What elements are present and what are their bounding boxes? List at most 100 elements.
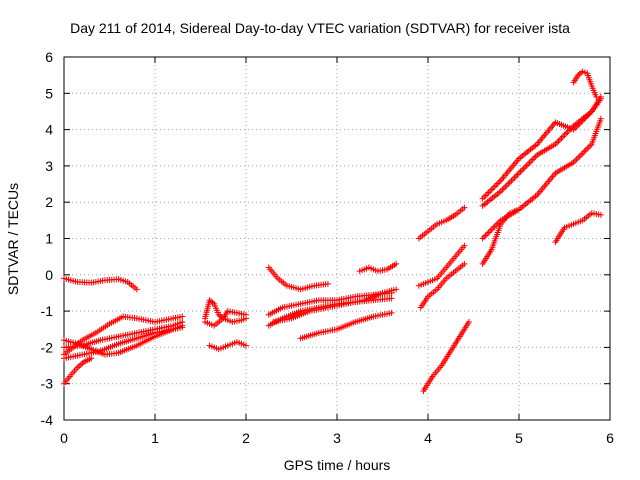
- data-point: [479, 195, 486, 202]
- data-point: [484, 191, 491, 198]
- x-tick-label: 6: [606, 430, 614, 446]
- data-series: [206, 338, 249, 353]
- data-point: [526, 159, 533, 166]
- data-series: [420, 318, 472, 394]
- data-point: [572, 157, 579, 164]
- data-point: [532, 153, 539, 160]
- data-series: [61, 355, 95, 387]
- y-tick-label: 2: [45, 194, 53, 210]
- x-tick-label: 3: [333, 430, 341, 446]
- data-point: [512, 173, 519, 180]
- data-point: [499, 186, 506, 193]
- data-point: [597, 211, 604, 218]
- data-series: [270, 286, 400, 325]
- data-point: [490, 184, 497, 191]
- data-series: [479, 206, 522, 267]
- data-point: [514, 171, 521, 178]
- data-point: [482, 192, 489, 199]
- data-points: [61, 68, 604, 394]
- y-tick-label: -3: [41, 376, 54, 392]
- data-point: [522, 164, 529, 171]
- y-tick-label: -4: [41, 412, 54, 428]
- data-point: [584, 145, 591, 152]
- data-point: [523, 162, 530, 169]
- data-point: [531, 155, 538, 162]
- data-point: [484, 230, 491, 237]
- data-point: [488, 186, 495, 193]
- data-point: [503, 182, 510, 189]
- data-point: [556, 136, 563, 143]
- data-point: [573, 156, 580, 163]
- data-point: [485, 229, 492, 236]
- data-series: [297, 309, 395, 342]
- data-point: [581, 148, 588, 155]
- data-point: [76, 363, 83, 370]
- data-series: [202, 315, 249, 329]
- data-point: [500, 185, 507, 192]
- data-point: [77, 361, 84, 368]
- data-point: [529, 156, 536, 163]
- data-point: [582, 147, 589, 154]
- data-point: [553, 139, 560, 146]
- data-point: [179, 313, 186, 320]
- data-point: [133, 286, 140, 293]
- data-point: [494, 180, 501, 187]
- x-tick-label: 4: [424, 430, 432, 446]
- data-point: [479, 235, 486, 242]
- data-point: [508, 177, 515, 184]
- data-point: [597, 115, 604, 122]
- data-series: [265, 264, 331, 293]
- data-point: [388, 309, 395, 316]
- data-point: [509, 176, 516, 183]
- data-point: [491, 183, 498, 190]
- data-point: [578, 151, 585, 158]
- x-tick-label: 0: [60, 430, 68, 446]
- grid: [64, 57, 610, 420]
- chart-title: Day 211 of 2014, Sidereal Day-to-day VTE…: [70, 20, 570, 36]
- data-point: [555, 138, 562, 145]
- data-point: [502, 183, 509, 190]
- data-series: [479, 93, 604, 209]
- data-series: [202, 297, 249, 322]
- data-point: [393, 286, 400, 293]
- data-point: [481, 233, 488, 240]
- data-point: [487, 188, 494, 195]
- data-point: [481, 194, 488, 201]
- data-point: [496, 178, 503, 185]
- y-tick-label: 3: [45, 158, 53, 174]
- data-point: [88, 355, 95, 362]
- axis-ticks: 0 1 2 3 4 5 6 -4 -3 -2 -1 0 1 2 3 4 5 6: [41, 49, 615, 446]
- data-point: [490, 224, 497, 231]
- data-point: [324, 280, 331, 287]
- data-point: [517, 168, 524, 175]
- data-point: [519, 167, 526, 174]
- data-point: [482, 232, 489, 239]
- data-point: [511, 174, 518, 181]
- data-point: [487, 227, 494, 234]
- y-tick-label: -2: [41, 339, 54, 355]
- x-tick-label: 1: [151, 430, 159, 446]
- data-point: [563, 130, 570, 137]
- data-point: [593, 93, 600, 100]
- data-point: [461, 204, 468, 211]
- data-series: [570, 68, 600, 100]
- data-point: [575, 154, 582, 161]
- y-tick-label: 4: [45, 122, 53, 138]
- data-point: [465, 318, 472, 325]
- data-point: [461, 260, 468, 267]
- data-point: [585, 144, 592, 151]
- data-point: [559, 133, 566, 140]
- y-tick-label: 5: [45, 85, 53, 101]
- x-tick-label: 5: [515, 430, 523, 446]
- data-series: [552, 210, 604, 246]
- data-series: [61, 275, 140, 293]
- y-tick-label: 0: [45, 267, 53, 283]
- data-point: [579, 150, 586, 157]
- data-point: [525, 161, 532, 168]
- data-series: [479, 115, 604, 242]
- data-point: [520, 165, 527, 172]
- data-point: [179, 324, 186, 331]
- data-point: [528, 158, 535, 165]
- data-point: [558, 135, 565, 142]
